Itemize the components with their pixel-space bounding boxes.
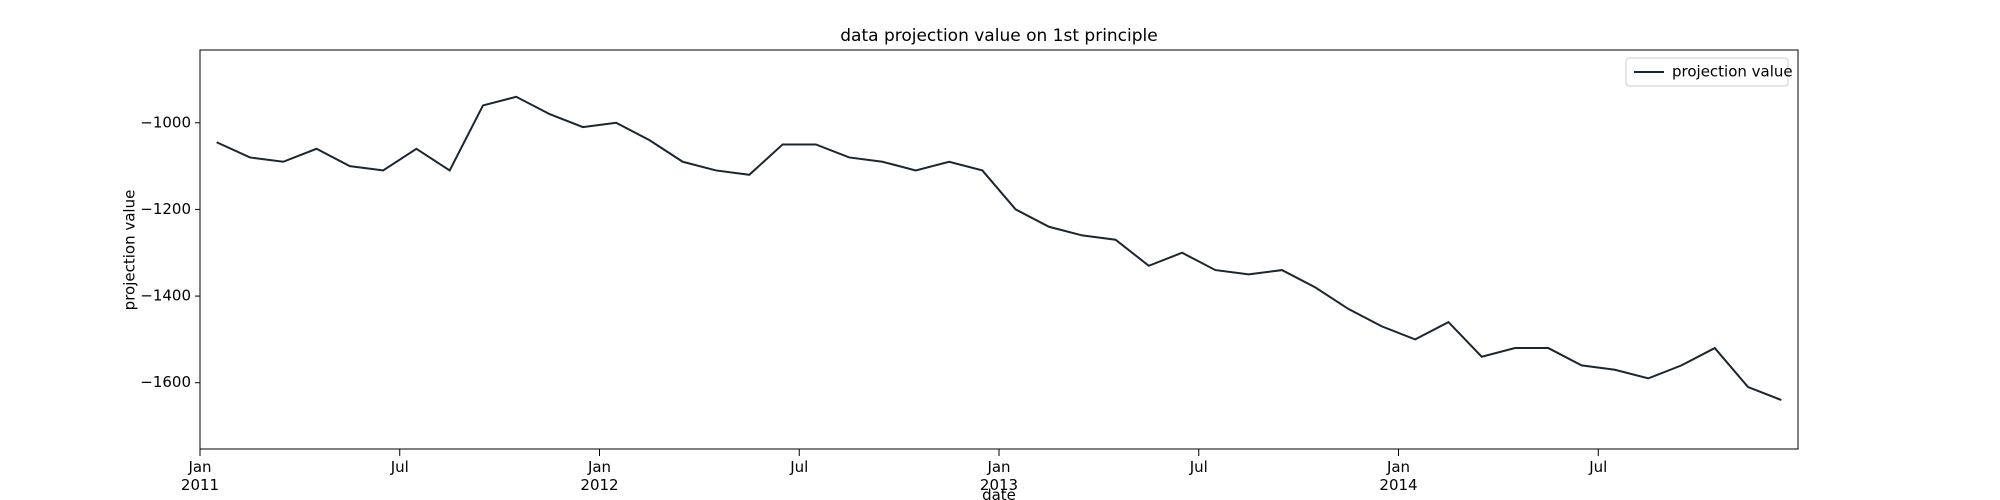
y-tick-label: −1400 — [140, 287, 191, 305]
x-tick-label: Jan 2011 — [180, 458, 220, 494]
data-line — [216, 95, 1782, 401]
y-tick-label: −1000 — [140, 113, 191, 131]
y-tick-label: −1200 — [140, 200, 191, 218]
chart-title: data projection value on 1st principle — [840, 26, 1157, 46]
x-axis-label: date — [982, 486, 1016, 500]
x-tick-label: Jul — [1589, 458, 1608, 476]
x-tick-label: Jul — [790, 458, 809, 476]
plot-frame — [199, 49, 1799, 450]
x-tick-label: Jan 2012 — [580, 458, 619, 494]
y-tick-label: −1600 — [140, 373, 191, 391]
x-tick-label: Jan 2013 — [979, 458, 1019, 494]
legend: projection value — [1625, 57, 1793, 87]
legend-box — [1625, 57, 1789, 87]
x-tick-label: Jul — [390, 458, 409, 476]
x-tick-label: Jan 2014 — [1379, 458, 1418, 494]
legend-label: projection value — [1672, 63, 1793, 81]
y-axis-label: projection value — [121, 190, 139, 311]
x-tick-label: Jul — [1189, 458, 1208, 476]
